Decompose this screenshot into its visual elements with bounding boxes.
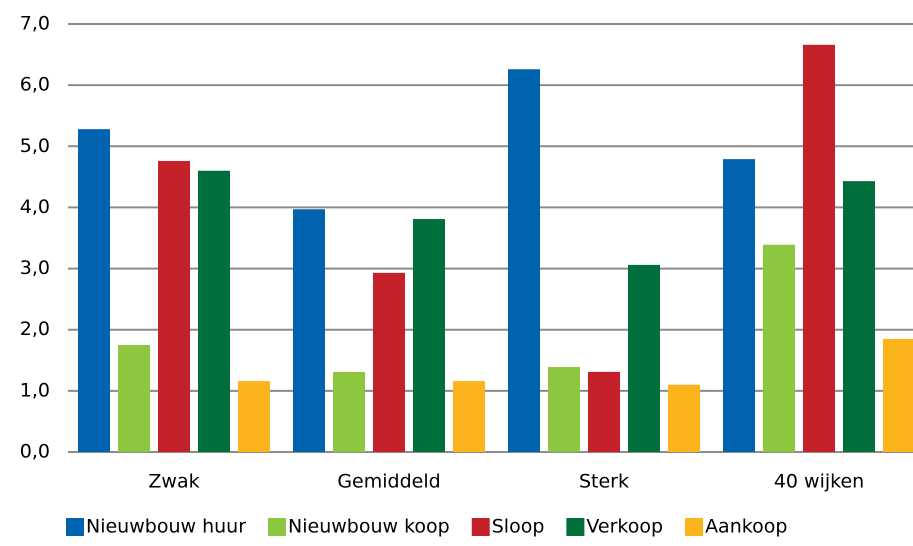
legend-swatch xyxy=(566,518,585,536)
bar xyxy=(118,345,150,452)
bar xyxy=(158,160,190,452)
legend-swatch xyxy=(685,518,704,536)
x-tick-label: Gemiddeld xyxy=(337,471,440,493)
legend-label: Aankoop xyxy=(705,516,787,538)
y-tick-label: 4,0 xyxy=(20,196,50,218)
legend-swatch xyxy=(268,518,287,536)
bar xyxy=(668,384,700,452)
bar xyxy=(628,264,660,452)
bar xyxy=(883,338,913,452)
y-tick-label: 6,0 xyxy=(20,74,50,96)
bar xyxy=(78,129,110,452)
x-tick-label: Sterk xyxy=(579,471,629,493)
bar xyxy=(293,209,325,452)
bar xyxy=(723,159,755,452)
legend-label: Nieuwbouw huur xyxy=(86,516,246,538)
y-tick-label: 0,0 xyxy=(20,441,50,463)
y-tick-label: 3,0 xyxy=(20,257,50,279)
legend-swatch xyxy=(471,518,490,536)
bar xyxy=(453,381,485,452)
bar xyxy=(333,371,365,452)
bar xyxy=(508,69,540,452)
legend-label: Nieuwbouw koop xyxy=(288,516,450,538)
y-tick-label: 2,0 xyxy=(20,318,50,340)
bar xyxy=(763,244,795,452)
x-tick-label: Zwak xyxy=(148,471,199,493)
bar xyxy=(588,371,620,452)
legend-label: Sloop xyxy=(492,516,545,538)
bar xyxy=(548,367,580,452)
bar xyxy=(198,170,230,452)
y-tick-label: 7,0 xyxy=(20,13,50,35)
bar xyxy=(413,219,445,452)
bar xyxy=(803,44,835,452)
y-tick-label: 5,0 xyxy=(20,135,50,157)
legend-swatch xyxy=(66,518,84,536)
legend-label: Verkoop xyxy=(586,516,663,538)
y-tick-label: 1,0 xyxy=(20,379,50,401)
x-tick-label: 40 wijken xyxy=(774,471,864,493)
bar xyxy=(373,272,405,452)
bar xyxy=(843,181,875,452)
bar xyxy=(238,381,270,452)
